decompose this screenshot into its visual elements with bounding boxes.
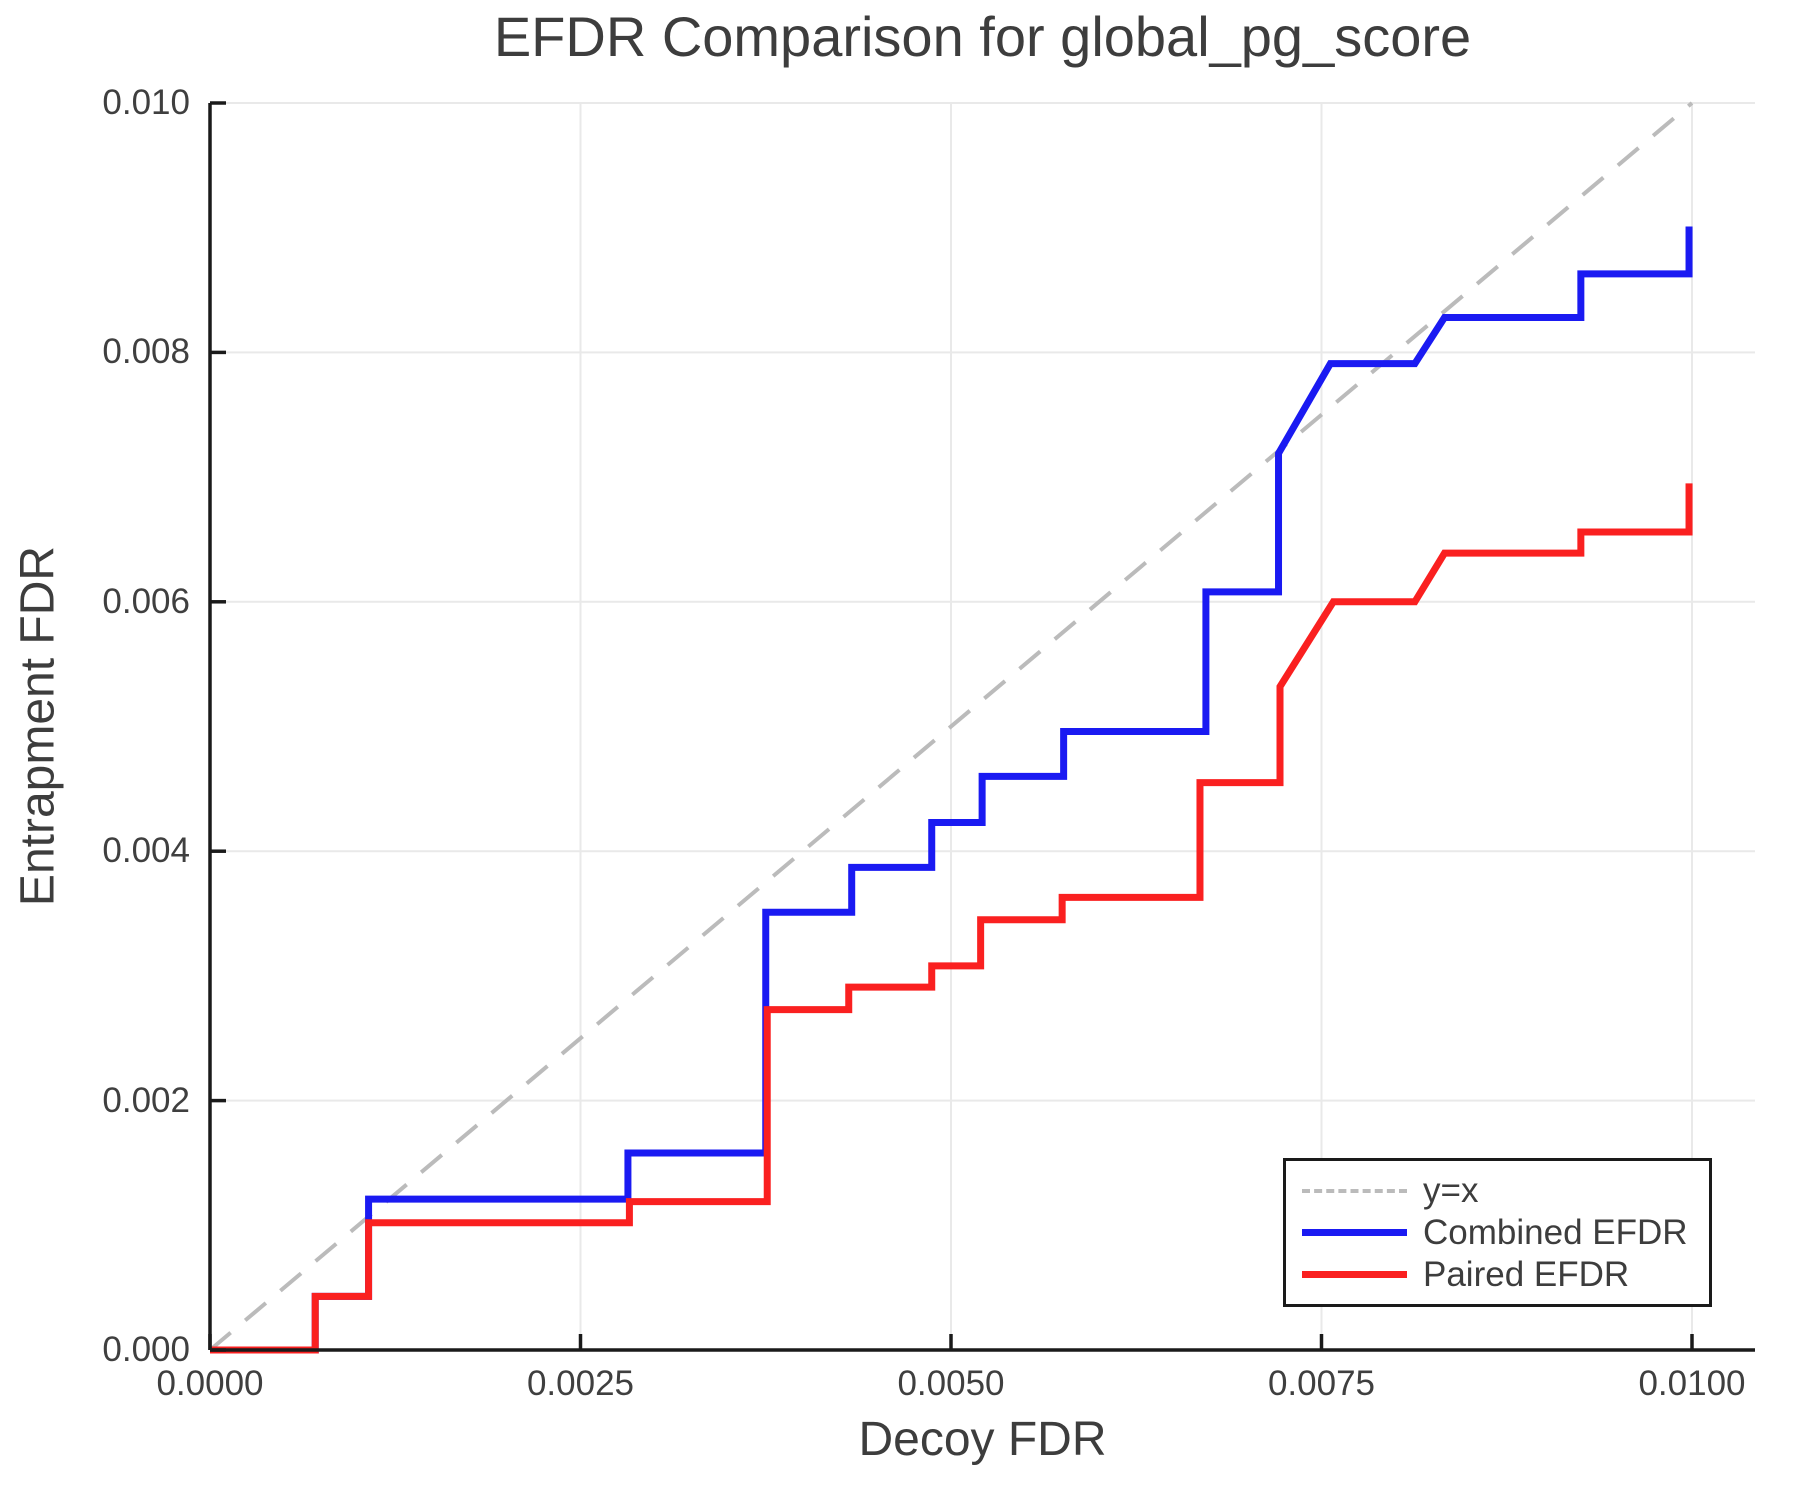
y-tick-label: 0.004 [102,831,190,871]
legend-label: Paired EFDR [1423,1255,1630,1294]
x-tick-label: 0.0100 [1638,1364,1746,1403]
x-tick-label: 0.0050 [897,1364,1005,1403]
legend-item-yx: y=x [1286,1172,1709,1210]
y-tick-label: 0.000 [102,1330,190,1369]
y-axis-label: Entrapment FDR [11,545,65,907]
x-tick-label: 0.0075 [1267,1364,1376,1403]
y-tick-label: 0.002 [102,1080,190,1120]
series-combined-efdr [210,226,1693,1354]
x-tick-label: 0.0025 [526,1364,635,1403]
series-paired-efdr [210,483,1693,1354]
y-tick-label: 0.006 [102,581,190,621]
x-tick-label: 0.0000 [156,1364,264,1403]
reference-line-yx [208,101,1694,1352]
legend: y=x Combined EFDR Paired EFDR [1283,1158,1712,1307]
paired-line-sample-icon [1302,1271,1407,1278]
y-tick-label: 0.008 [102,332,190,372]
legend-item-paired: Paired EFDR [1286,1256,1709,1294]
y-tick-label: 0.010 [102,83,190,122]
chart-title: EFDR Comparison for global_pg_score [493,5,1472,68]
legend-label: y=x [1423,1171,1479,1210]
legend-item-combined: Combined EFDR [1286,1214,1709,1252]
combined-line-sample-icon [1302,1229,1407,1236]
x-axis-label: Decoy FDR [858,1413,1107,1466]
dashed-line-sample-icon [1302,1188,1407,1193]
legend-label: Combined EFDR [1423,1213,1688,1252]
